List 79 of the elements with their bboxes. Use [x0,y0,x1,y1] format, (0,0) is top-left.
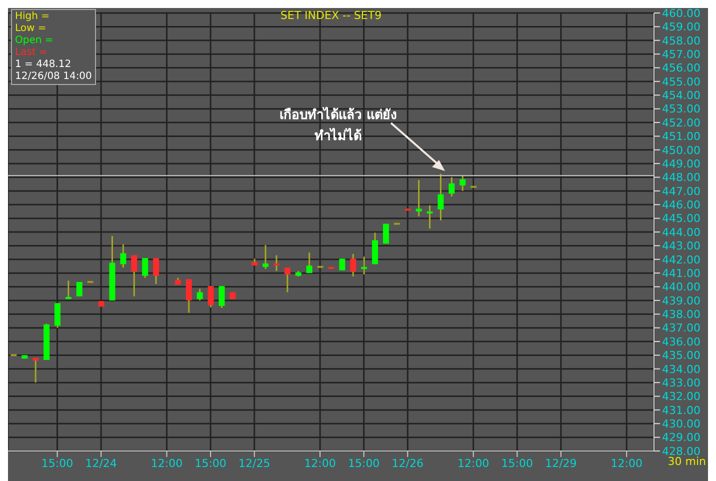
y-tick-label: 431.00 [662,404,700,417]
x-tick-label: 12/25 [238,456,270,470]
y-tick-label: 438.00 [662,308,700,322]
y-tick-label: 439.00 [662,294,700,308]
x-tick-label: 12:00 [150,456,183,470]
candlestick [416,179,422,218]
x-tick-label: 12/26 [392,456,424,470]
candlestick [438,173,444,222]
candlestick [120,244,126,268]
y-tick-label: 452.00 [662,116,700,130]
y-tick-label: 445.00 [662,212,700,226]
y-tick-label: 454.00 [662,89,700,102]
x-tick-label: 12:00 [457,456,490,470]
y-tick-label: 428.00 [662,444,700,458]
x-tick-label: 12/29 [545,456,577,470]
candlestick [361,256,368,276]
y-tick-label: 447.00 [662,184,700,198]
annotation: Low = [15,23,48,35]
text: 30 min [668,455,706,468]
y-tick-label: 443.00 [662,240,700,253]
candlestick [426,204,433,230]
candlestick [460,175,466,192]
candlestick [153,257,160,285]
x-tick-label: 15:00 [194,456,226,470]
candlestick [142,257,148,279]
annotation: Open = [15,35,54,47]
annotation: Last = [15,47,48,59]
y-tick-label: 449.00 [662,157,700,170]
x-tick-label: 12:00 [610,456,642,470]
y-tick-label: 430.00 [662,418,700,431]
y-tick-label: 455.00 [662,75,700,88]
candlestick [54,302,60,329]
annotation: 12/26/08 14:00 [15,71,92,83]
y-tick-label: 441.00 [662,266,700,280]
candlestick [372,232,378,265]
candlestick [284,266,290,293]
y-tick-label: 458.00 [662,34,700,48]
candlestick [76,281,82,298]
y-tick-label: 448.00 [662,171,700,184]
candlestick [218,285,225,309]
x-tick-label: 15:00 [41,456,74,470]
y-tick-label: 432.00 [662,390,700,404]
y-tick-label: 444.00 [662,226,700,239]
x-tick-label: 12/24 [85,456,117,470]
candlestick [186,278,192,314]
y-tick-label: 440.00 [662,280,700,294]
x-tick-label: 15:00 [348,456,380,470]
candlestick [350,253,356,278]
y-tick-label: 456.00 [662,62,700,75]
y-tick-label: 437.00 [662,322,700,335]
candlestick [262,244,269,270]
candlestick [339,258,346,272]
x-tick-label: 12:00 [304,456,336,470]
annotation: High = [15,11,51,23]
y-tick-label: 451.00 [662,130,700,144]
candlestick [32,357,39,384]
y-tick-label: 457.00 [662,48,700,61]
y-tick-label: 442.00 [662,253,700,266]
x-tick-label: 15:00 [501,456,533,470]
y-tick-label: 436.00 [662,335,700,348]
candlestick [131,254,138,298]
candlestick [273,254,280,272]
y-tick-label: 459.00 [662,20,700,34]
y-tick-label: 450.00 [662,144,700,157]
y-tick-label: 433.00 [662,376,700,390]
annotation: เกือบทำได้แล้ว แต่ยัง ทำไม่ได้ [278,106,398,146]
candlestick [196,288,203,302]
y-tick-label: 435.00 [662,349,700,362]
candlestick [65,280,72,300]
y-tick-label: 429.00 [662,431,700,444]
y-tick-label: 453.00 [662,102,700,116]
chart-title: SET INDEX -- SET9 [280,9,382,22]
candlestick [448,176,455,198]
annotation: 1 = 448.12 [15,59,72,71]
y-tick-label: 446.00 [662,198,700,212]
y-tick-label: 434.00 [662,362,700,376]
candlestick [306,252,312,274]
y-tick-label: 460.00 [662,6,700,20]
candlestick [208,285,214,308]
